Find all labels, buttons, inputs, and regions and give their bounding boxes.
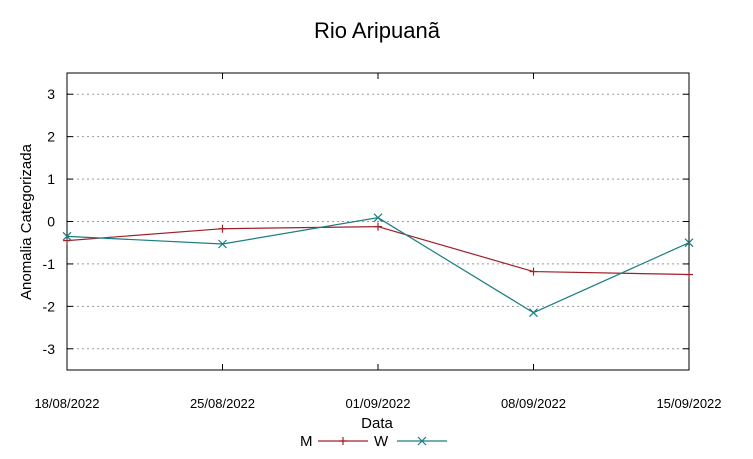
- series-layer: [62, 213, 694, 318]
- data-point-M: [529, 267, 538, 276]
- data-point-W: [684, 238, 694, 248]
- y-tick-label: 3: [47, 86, 55, 102]
- x-tick-label: 15/09/2022: [656, 396, 721, 411]
- data-point-M: [63, 236, 71, 245]
- y-tick-label: 2: [47, 129, 55, 145]
- series-W: [62, 213, 694, 318]
- x-axis-label: Data: [361, 415, 393, 432]
- legend-label-W: W: [374, 433, 389, 450]
- data-point-W: [529, 308, 538, 318]
- y-tick-label: -1: [43, 256, 56, 272]
- grid: [67, 93, 689, 350]
- data-point-M: [374, 222, 382, 231]
- x-tick-label: 08/09/2022: [501, 396, 566, 411]
- legend-label-M: M: [300, 433, 313, 450]
- chart-title: Rio Aripuanã: [314, 18, 441, 43]
- data-point-W: [218, 239, 227, 249]
- legend-marker-W: [417, 436, 427, 446]
- x-tick-label: 25/08/2022: [190, 396, 255, 411]
- y-tick-label: -2: [43, 298, 56, 314]
- series-M: [63, 222, 693, 279]
- series-line-W: [66, 217, 690, 314]
- x-ticks: 18/08/2022 25/08/2022 01/09/2022 08/09/2022…: [34, 73, 722, 411]
- data-point-W: [62, 231, 72, 241]
- x-tick-label: 01/09/2022: [345, 396, 410, 411]
- y-tick-label: -3: [43, 341, 56, 357]
- x-tick-label: 18/08/2022: [34, 396, 99, 411]
- y-axis-label: Anomalia Categorizada: [18, 143, 35, 300]
- data-point-W: [373, 213, 383, 223]
- y-ticks: -3 -2 -1 0 1 2 3: [43, 86, 689, 357]
- data-point-M: [685, 270, 693, 279]
- data-point-M: [218, 224, 227, 233]
- y-tick-label: 0: [47, 214, 55, 230]
- legend-marker-M: [339, 437, 347, 445]
- series-line-M: [66, 225, 690, 276]
- y-tick-label: 1: [47, 171, 55, 187]
